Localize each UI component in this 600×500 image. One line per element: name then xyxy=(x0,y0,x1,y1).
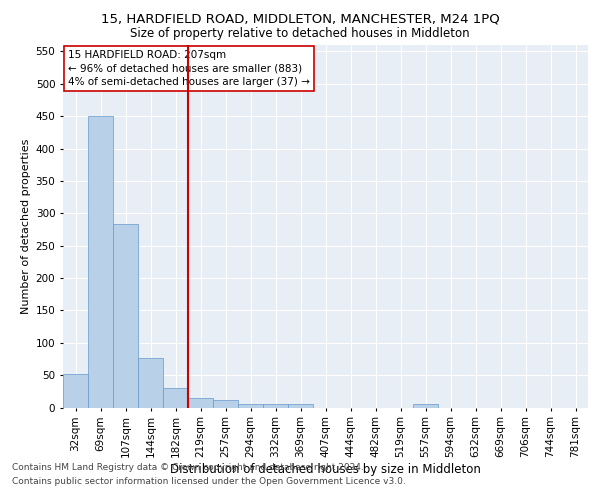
Bar xyxy=(113,224,138,408)
Bar xyxy=(288,404,313,407)
Bar xyxy=(413,404,438,407)
Text: Contains public sector information licensed under the Open Government Licence v3: Contains public sector information licen… xyxy=(12,478,406,486)
Text: 15, HARDFIELD ROAD, MIDDLETON, MANCHESTER, M24 1PQ: 15, HARDFIELD ROAD, MIDDLETON, MANCHESTE… xyxy=(101,12,499,26)
Bar xyxy=(263,404,288,407)
Bar xyxy=(188,398,213,407)
Bar xyxy=(138,358,163,408)
X-axis label: Distribution of detached houses by size in Middleton: Distribution of detached houses by size … xyxy=(170,463,481,476)
Text: Size of property relative to detached houses in Middleton: Size of property relative to detached ho… xyxy=(130,28,470,40)
Bar xyxy=(213,400,238,407)
Text: 15 HARDFIELD ROAD: 207sqm
← 96% of detached houses are smaller (883)
4% of semi-: 15 HARDFIELD ROAD: 207sqm ← 96% of detac… xyxy=(68,50,310,87)
Bar xyxy=(88,116,113,408)
Bar xyxy=(238,404,263,407)
Bar xyxy=(163,388,188,407)
Text: Contains HM Land Registry data © Crown copyright and database right 2024.: Contains HM Land Registry data © Crown c… xyxy=(12,462,364,471)
Y-axis label: Number of detached properties: Number of detached properties xyxy=(22,138,31,314)
Bar xyxy=(63,374,88,408)
